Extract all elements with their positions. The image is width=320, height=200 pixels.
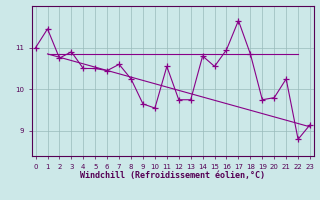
X-axis label: Windchill (Refroidissement éolien,°C): Windchill (Refroidissement éolien,°C)	[80, 171, 265, 180]
